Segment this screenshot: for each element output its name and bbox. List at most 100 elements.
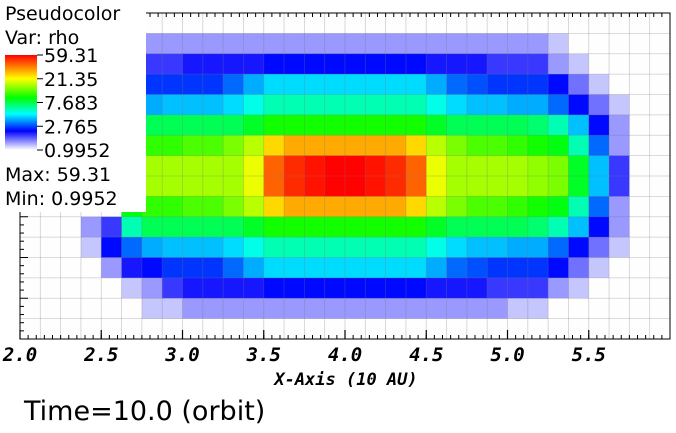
x-tick-label: 2.5 — [83, 344, 118, 366]
heatmap-cell — [345, 277, 366, 299]
heatmap-cell — [548, 33, 569, 55]
heatmap-cell — [466, 176, 488, 197]
heatmap-cell — [568, 74, 590, 95]
heatmap-cell — [405, 94, 427, 116]
heatmap-cell — [141, 318, 163, 340]
heatmap-cell — [182, 176, 204, 197]
heatmap-cell — [568, 94, 590, 116]
heatmap-cell — [385, 298, 407, 320]
heatmap-cell — [324, 33, 346, 55]
heatmap-cell — [182, 33, 204, 55]
heatmap-cell — [324, 277, 346, 299]
heatmap-cell — [527, 237, 549, 258]
heatmap-cell — [304, 237, 326, 258]
heatmap-cell — [40, 257, 62, 279]
heatmap-cell — [405, 257, 427, 279]
heatmap-cell — [223, 94, 244, 116]
heatmap-cell — [304, 135, 326, 157]
heatmap-cell — [385, 318, 407, 340]
heatmap-cell — [162, 176, 183, 197]
x-tick-label: 2.0 — [2, 344, 37, 366]
heatmap-cell — [405, 196, 427, 218]
heatmap-cell — [588, 196, 610, 218]
heatmap-cell — [466, 196, 488, 218]
heatmap-cell — [548, 114, 569, 136]
heatmap-cell — [446, 53, 468, 75]
heatmap-cell — [426, 257, 447, 279]
x-axis-title: X-Axis (10 AU) — [272, 370, 417, 390]
heatmap-cell — [263, 53, 285, 75]
heatmap-cell — [527, 155, 549, 177]
heatmap-cell — [487, 277, 508, 299]
heatmap-cell — [324, 114, 346, 136]
heatmap-cell — [263, 155, 285, 177]
x-major-ticks — [19, 330, 590, 339]
heatmap-cell — [223, 13, 244, 34]
heatmap-cell — [365, 33, 387, 55]
heatmap-cell — [345, 237, 366, 258]
heatmap-cell — [263, 135, 285, 157]
heatmap-cell — [162, 94, 183, 116]
heatmap-cell — [284, 277, 305, 299]
heatmap-cell — [405, 216, 427, 238]
heatmap-cell — [182, 318, 204, 340]
heatmap-cell — [649, 196, 671, 218]
heatmap-cell — [80, 277, 102, 299]
heatmap-cell — [507, 74, 529, 95]
heatmap-cell — [365, 114, 387, 136]
heatmap-cell — [466, 318, 488, 340]
heatmap-cells — [20, 13, 671, 340]
heatmap-cell — [20, 216, 41, 238]
heatmap-cell — [527, 94, 549, 116]
heatmap-cell — [324, 74, 346, 95]
heatmap-cell — [284, 74, 305, 95]
heatmap-cell — [487, 114, 508, 136]
heatmap-cell — [162, 318, 183, 340]
heatmap-cell — [284, 13, 305, 34]
heatmap-cell — [223, 53, 244, 75]
heatmap-cell — [223, 237, 244, 258]
heatmap-cell — [60, 237, 82, 258]
heatmap-cell — [243, 33, 265, 55]
heatmap-cell — [365, 94, 387, 116]
heatmap-cell — [609, 114, 630, 136]
heatmap-cell — [324, 94, 346, 116]
heatmap-cell — [405, 135, 427, 157]
heatmap-cell — [629, 114, 651, 136]
heatmap-cell — [182, 114, 204, 136]
heatmap-cell — [548, 298, 569, 320]
heatmap-cell — [365, 277, 387, 299]
heatmap-cell — [202, 237, 224, 258]
heatmap-cell — [345, 53, 366, 75]
heatmap-cell — [609, 176, 630, 197]
heatmap-cell — [101, 277, 122, 299]
heatmap-cell — [629, 13, 651, 34]
heatmap-cell — [507, 257, 529, 279]
heatmap-cell — [60, 318, 82, 340]
heatmap-cell — [405, 155, 427, 177]
heatmap-cell — [202, 155, 224, 177]
heatmap-cell — [304, 257, 326, 279]
heatmap-cell — [20, 298, 41, 320]
heatmap-cell — [426, 114, 447, 136]
heatmap-cell — [609, 257, 630, 279]
x-tick-label: 3.5 — [246, 344, 281, 366]
heatmap-cell — [426, 135, 447, 157]
heatmap-cell — [548, 155, 569, 177]
heatmap-cell — [284, 196, 305, 218]
heatmap-cell — [527, 298, 549, 320]
heatmap-cell — [649, 155, 671, 177]
heatmap-cell — [223, 155, 244, 177]
heatmap-cell — [588, 53, 610, 75]
heatmap-cell — [548, 74, 569, 95]
x-tick-label: 5.0 — [490, 344, 524, 366]
heatmap-cell — [141, 13, 163, 34]
heatmap-cell — [588, 94, 610, 116]
heatmap-cell — [629, 196, 651, 218]
heatmap-cell — [405, 277, 427, 299]
heatmap-cell — [162, 237, 183, 258]
heatmap-cell — [466, 135, 488, 157]
heatmap-cell — [487, 216, 508, 238]
heatmap-cell — [568, 196, 590, 218]
heatmap-cell — [304, 196, 326, 218]
